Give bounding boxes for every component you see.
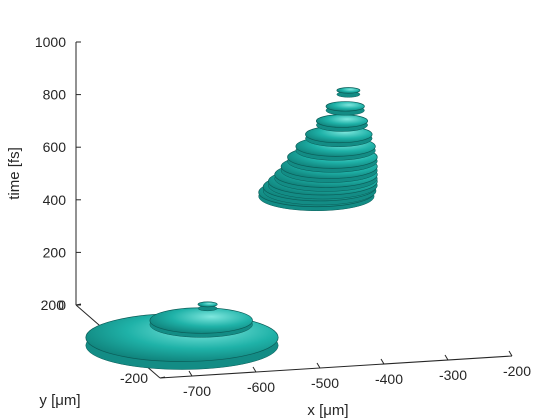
x-tick-label: -400: [375, 371, 403, 387]
x-tick-label: -500: [311, 375, 339, 391]
surface-slice: [197, 301, 218, 308]
z-tick-label: 200: [43, 244, 67, 260]
x-tick-label: -300: [439, 367, 467, 383]
z-axis-label: time [fs]: [6, 147, 23, 200]
x-tick-label: -600: [247, 379, 275, 395]
x-axis-label-text: x [: [307, 402, 324, 419]
surface-group: [85, 87, 378, 370]
surface-slice: [336, 87, 361, 94]
x-axis-label-close: ]: [344, 402, 348, 419]
x-tick-label: -200: [503, 363, 531, 379]
surface-slice: [149, 307, 253, 334]
y-axis-label: y [μm]: [39, 392, 80, 409]
x-tick-mark: [444, 354, 449, 361]
x-tick-mark: [380, 358, 385, 365]
x-tick-label: -700: [183, 383, 211, 399]
y-tick-label: -200: [120, 370, 148, 386]
x-tick-mark: [252, 366, 257, 373]
x-axis-label: x [μm]: [307, 402, 348, 419]
x-axis-line: [159, 355, 513, 379]
y-tick-mark: [75, 303, 82, 306]
surface-slice: [316, 114, 368, 128]
x-tick-mark: [316, 362, 321, 369]
x-axis-label-unit: μm: [323, 402, 344, 419]
x-tick-mark: [508, 350, 513, 357]
z-tick-label: 1000: [35, 34, 66, 50]
z-tick-label: 800: [43, 87, 67, 103]
x-tick-group: -700 -600 -500 -400 -300 -200: [183, 350, 531, 399]
surface-slice: [325, 101, 365, 112]
z-tick-label: 600: [43, 139, 67, 155]
y-tick-label: 200: [41, 297, 65, 313]
y-axis-label-text: y [: [39, 392, 56, 409]
z-tick-label: 400: [43, 192, 67, 208]
y-axis-label-close: ]: [76, 392, 80, 409]
x-tick-mark: [188, 370, 193, 377]
z-tick-label: 0: [58, 297, 66, 313]
y-tick-mark: [159, 376, 166, 379]
y-axis-label-unit: μm: [55, 392, 76, 409]
